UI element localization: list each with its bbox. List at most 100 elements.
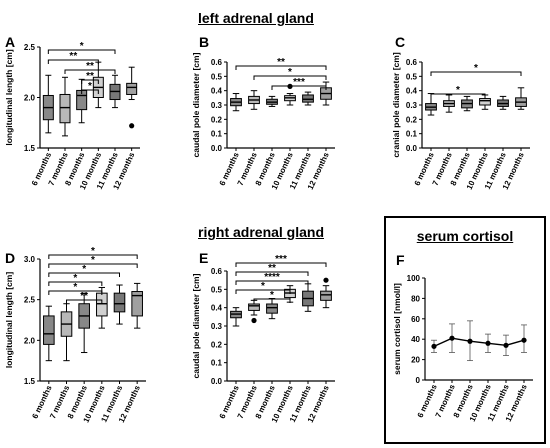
chart-e-significance-label: ** [268, 263, 276, 274]
chart-c-y-tick-label: 0.5 [406, 72, 418, 81]
chart-a-outlier-point [129, 123, 135, 129]
chart-a-significance-bracket [81, 89, 99, 94]
chart-e-y-tick-label: 0.6 [211, 267, 223, 276]
chart-b-y-tick-label: 0.0 [211, 144, 223, 153]
chart-f-y-tick-label: 0 [416, 376, 421, 385]
chart-e-significance-label: **** [264, 272, 280, 283]
chart-b-y-tick-label: 0.4 [211, 87, 223, 96]
panel-label-c: C [395, 34, 406, 50]
chart-b-significance-label: ** [277, 57, 285, 68]
chart-e-outlier-point [251, 317, 257, 324]
chart-b-significance-bracket [271, 85, 327, 90]
chart-f-data-point [521, 337, 527, 343]
chart-e-group: 0.0 0.1 0.2 0.3 0.4 0.5 0.6 caudal pole diamete… [191, 254, 335, 424]
panel-label-f: F [396, 252, 405, 268]
chart-d-significance-bracket [48, 272, 120, 277]
chart-d-box [43, 315, 55, 345]
chart-d-significance-bracket [48, 290, 103, 295]
chart-f-y-tick-label: 40 [411, 335, 420, 344]
chart-c-significance-bracket [430, 71, 522, 76]
chart-b-y-label: caudal pole diameter [cm] [191, 52, 201, 157]
chart-d-box [113, 292, 126, 313]
chart-a-significance-label: ** [69, 51, 77, 62]
chart-b-y-tick-label: 0.1 [211, 130, 223, 139]
chart-a-y-tick-label: 2.5 [24, 43, 36, 52]
chart-d-y-tick-label: 3.0 [24, 255, 36, 264]
chart-e-outlier-point [323, 277, 329, 283]
chart-c-significance-bracket [430, 93, 486, 98]
chart-b-significance-bracket [253, 75, 327, 80]
chart-b-y-tick-label: 0.5 [211, 72, 223, 81]
chart-e-box [248, 303, 260, 311]
chart-b-group: 0.0 0.1 0.2 0.3 0.4 0.5 0.6 caudal pole diamete… [191, 52, 335, 191]
chart-e-significance-label: * [270, 290, 274, 301]
chart-e-y-tick-label: 0.0 [211, 377, 223, 386]
chart-d-significance-label: * [73, 273, 77, 284]
chart-c-significance-label: * [474, 63, 478, 74]
chart-b-y-tick-label: 0.6 [211, 58, 223, 67]
chart-e-significance-bracket [235, 289, 291, 294]
chart-c-y-tick-label: 0.1 [406, 130, 418, 139]
chart-c-y-tick-label: 0.4 [406, 87, 418, 96]
chart-d-significance-label: ** [80, 291, 88, 302]
chart-f-y-tick-label: 60 [411, 315, 420, 324]
panel-label-b: B [199, 34, 210, 50]
chart-a-box [126, 82, 138, 95]
chart-d-y-label: longitudinal length [cm] [4, 272, 14, 368]
panel-label-e: E [199, 250, 209, 266]
chart-c-y-tick-label: 0.0 [406, 144, 418, 153]
chart-c-significance-label: * [456, 85, 460, 96]
chart-d-y-tick-label: 1.5 [24, 377, 36, 386]
chart-a-significance-bracket [64, 69, 116, 74]
panel-label-d: D [5, 250, 16, 266]
chart-f-data-point [485, 340, 491, 346]
chart-e-y-tick-label: 0.2 [211, 340, 223, 349]
chart-a-y-tick-label: 1.5 [24, 144, 36, 153]
chart-e-significance-label: *** [275, 254, 287, 265]
chart-b-y-tick-label: 0.2 [211, 115, 223, 124]
chart-b-significance-label: * [288, 67, 292, 78]
chart-a-significance-bracket [47, 49, 116, 54]
chart-e-significance-label: * [261, 281, 265, 292]
chart-e-y-label: caudal pole diameter [cm] [191, 273, 201, 378]
chart-a-box [59, 93, 71, 124]
chart-e-y-tick-label: 0.3 [211, 322, 223, 331]
chart-d-significance-label: * [82, 264, 86, 275]
chart-e-significance-bracket [235, 280, 309, 285]
chart-a-y-tick-label: 2.0 [24, 94, 36, 103]
chart-d-significance-label: * [73, 282, 77, 293]
chart-d-significance-bracket [66, 299, 103, 304]
chart-c-box [479, 98, 491, 106]
chart-d-significance-bracket [48, 263, 138, 268]
chart-d-y-tick-label: 2.0 [24, 336, 36, 345]
chart-f-data-point [449, 335, 455, 341]
chart-b-significance-bracket [235, 65, 327, 70]
chart-e-y-tick-label: 0.1 [211, 359, 223, 368]
chart-b-significance-label: *** [293, 77, 305, 88]
chart-a-y-label: longitudinal length [cm] [4, 49, 14, 145]
chart-f-y-label: serum cortisol [nmol/l] [392, 283, 402, 375]
chart-d-y-tick-label: 2.5 [24, 296, 36, 305]
chart-f-series-line [433, 337, 525, 347]
chart-e-significance-bracket [235, 262, 327, 267]
chart-a-significance-label: * [80, 41, 84, 52]
chart-b-y-tick-label: 0.3 [211, 101, 223, 110]
chart-d-significance-label: * [91, 255, 95, 266]
chart-e-box [320, 290, 332, 301]
chart-e-y-tick-label: 0.5 [211, 285, 223, 294]
chart-d-significance-bracket [48, 254, 138, 259]
serum-cortisol-frame: serum cortisol F [384, 216, 546, 444]
chart-c-group: 0.0 0.1 0.2 0.3 0.4 0.5 0.6 cranial pole diamet… [391, 52, 530, 191]
chart-f-data-point [503, 342, 509, 348]
chart-a-significance-label: ** [86, 61, 94, 72]
chart-d-box [131, 291, 143, 317]
chart-f-y-tick-label: 100 [407, 274, 421, 283]
chart-a-significance-bracket [47, 59, 99, 64]
panel-label-a: A [5, 34, 16, 50]
chart-d-significance-bracket [48, 281, 103, 286]
chart-b-box [302, 94, 314, 103]
